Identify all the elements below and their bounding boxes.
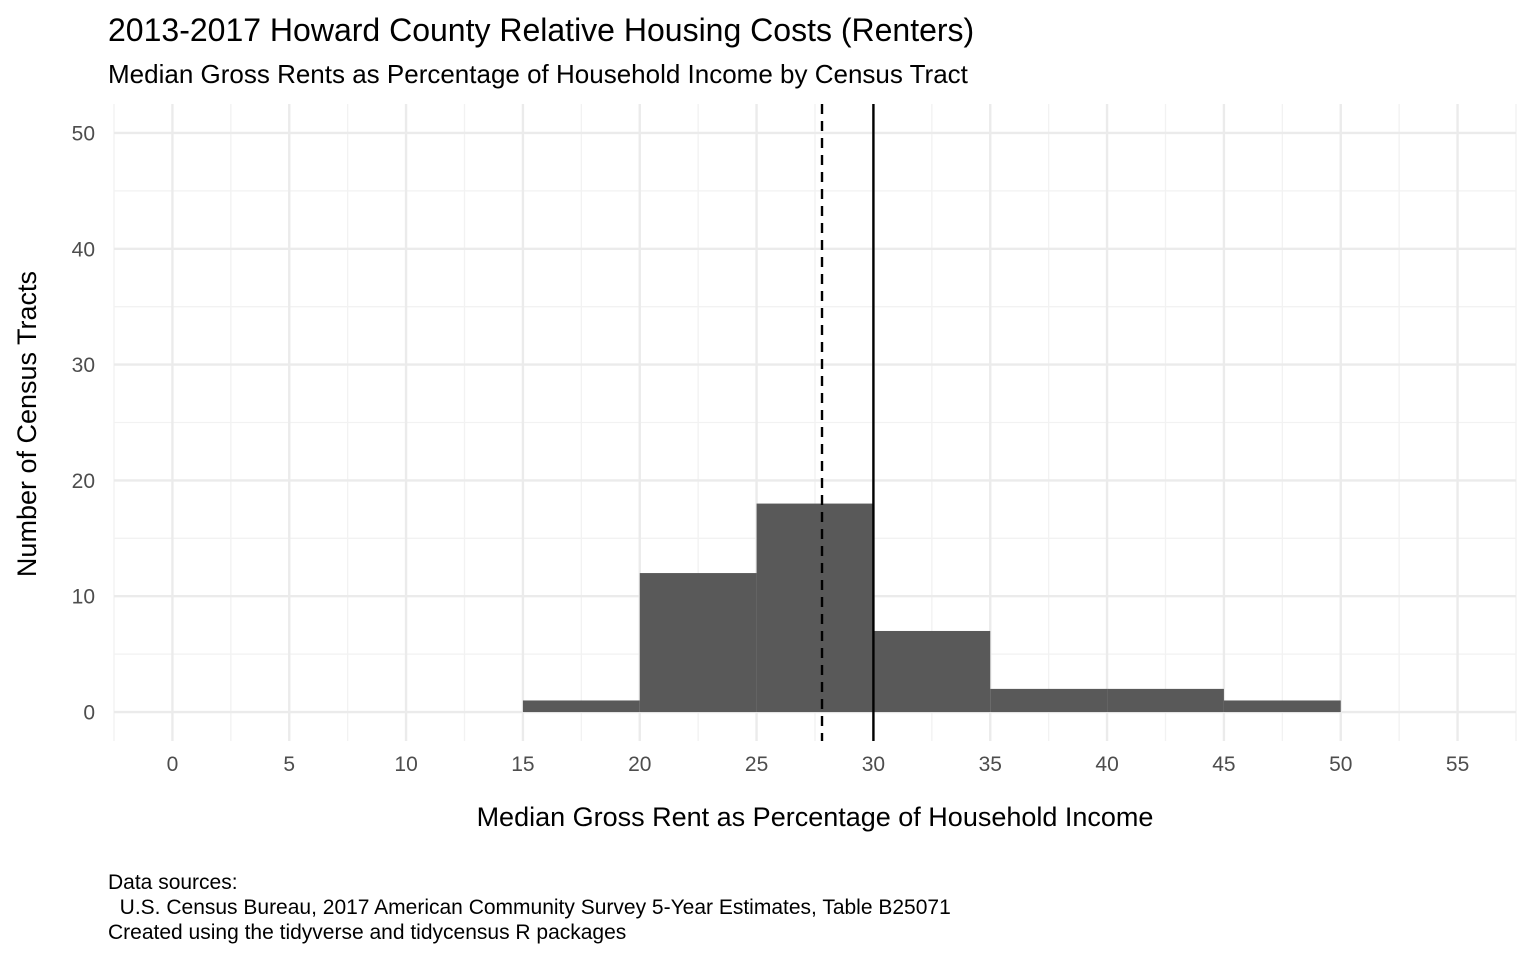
x-tick-label: 5: [283, 753, 295, 776]
x-tick-label: 15: [511, 753, 534, 776]
x-tick-label: 55: [1446, 753, 1469, 776]
histogram-bars: [522, 503, 1341, 713]
y-tick-label: 20: [72, 470, 95, 493]
x-tick-label: 25: [745, 753, 768, 776]
histogram-bar: [1107, 688, 1224, 713]
y-axis-ticks: 0 10 20 30 40 50: [72, 122, 95, 724]
histogram-bar: [522, 700, 640, 713]
chart-title: 2013-2017 Howard County Relative Housing…: [108, 12, 975, 48]
caption-line-3: Created using the tidyverse and tidycens…: [108, 921, 627, 944]
x-tick-label: 10: [394, 753, 417, 776]
y-tick-label: 10: [72, 586, 95, 609]
x-tick-label: 35: [979, 753, 1002, 776]
histogram-bar: [639, 573, 757, 713]
chart-subtitle: Median Gross Rents as Percentage of Hous…: [108, 59, 968, 89]
x-tick-label: 20: [628, 753, 651, 776]
x-tick-label: 45: [1212, 753, 1235, 776]
y-tick-label: 50: [72, 122, 95, 145]
x-tick-label: 0: [167, 753, 179, 776]
histogram-bar: [873, 630, 991, 713]
histogram-bar: [1223, 700, 1341, 713]
x-tick-label: 50: [1329, 753, 1352, 776]
x-axis-ticks: 0 5 10 15 20 25 30 35 40 45 50 55: [167, 753, 1470, 776]
caption-line-1: Data sources:: [108, 871, 238, 894]
histogram-bar: [990, 688, 1108, 713]
y-tick-label: 40: [72, 238, 95, 261]
y-axis-label: Number of Census Tracts: [12, 271, 42, 577]
y-tick-label: 0: [83, 702, 95, 725]
reference-lines: [820, 104, 875, 741]
x-tick-label: 40: [1095, 753, 1118, 776]
x-tick-label: 30: [862, 753, 885, 776]
y-tick-label: 30: [72, 354, 95, 377]
x-axis-label: Median Gross Rent as Percentage of House…: [477, 802, 1154, 832]
caption: Data sources: U.S. Census Bureau, 2017 A…: [108, 870, 951, 945]
caption-line-2: U.S. Census Bureau, 2017 American Commun…: [108, 896, 951, 919]
histogram-bar: [756, 503, 874, 713]
